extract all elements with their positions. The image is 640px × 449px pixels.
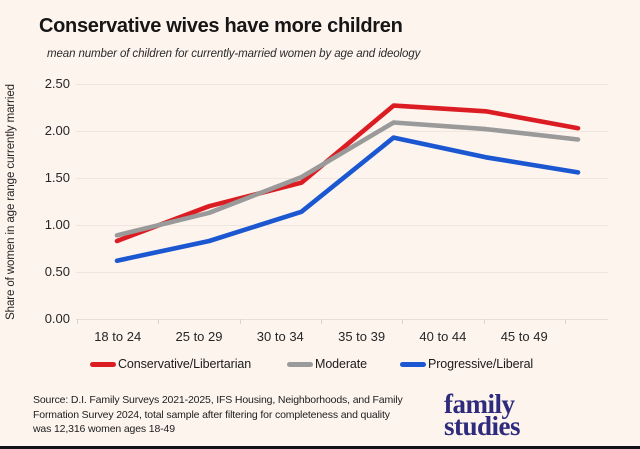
- legend-label: Conservative/Libertarian: [118, 357, 252, 371]
- x-tick-mark: [77, 319, 78, 324]
- x-tick-mark: [158, 319, 160, 324]
- x-tick-mark: [564, 319, 566, 324]
- logo-line-family: family: [444, 389, 515, 419]
- y-tick-label: 2.00: [44, 123, 70, 138]
- family-studies-logo: family studies: [444, 389, 521, 441]
- gridline: [76, 178, 608, 179]
- x-tick-label: 45 to 49: [500, 329, 548, 344]
- y-axis-label: Share of women in age range currently ma…: [5, 84, 17, 320]
- chart-title: Conservative wives have more children: [39, 15, 403, 37]
- source-note: Source: D.I. Family Surveys 2021-2025, I…: [33, 393, 403, 437]
- x-tick-label: 18 to 24: [94, 329, 142, 344]
- legend-item-conservative-libertarian: Conservative/Libertarian: [90, 356, 251, 372]
- source-line: was 12,316 women ages 18-49: [33, 423, 175, 435]
- y-tick-label: 0.00: [44, 311, 70, 326]
- gridline: [76, 319, 608, 320]
- line-progressive-liberal: [114, 135, 581, 264]
- x-tick-mark: [239, 319, 241, 324]
- gridline: [76, 225, 608, 226]
- line-conservative-libertarian: [114, 103, 581, 244]
- legend-swatch: [287, 361, 313, 367]
- gridline: [76, 272, 608, 273]
- legend-swatch: [90, 361, 116, 367]
- gridline: [76, 131, 608, 132]
- x-tick-mark: [483, 319, 485, 324]
- bottom-border: [0, 446, 640, 449]
- y-tick-label: 1.50: [44, 170, 70, 185]
- x-tick-label: 35 to 39: [338, 329, 386, 344]
- source-line: Source: D.I. Family Surveys 2021-2025, I…: [33, 394, 403, 406]
- source-line: Formation Survey 2024, total sample afte…: [33, 408, 390, 421]
- legend-swatch: [400, 361, 426, 367]
- y-tick-label: 0.50: [44, 264, 70, 279]
- y-tick-label: 2.50: [44, 76, 70, 91]
- x-tick-label: 30 to 34: [256, 329, 304, 344]
- x-tick-label: 25 to 29: [175, 329, 223, 344]
- legend-item-progressive-liberal: Progressive/Liberal: [400, 356, 533, 372]
- x-tick-mark: [402, 319, 404, 324]
- legend-label: Moderate: [315, 357, 368, 371]
- y-tick-label: 1.00: [44, 217, 70, 232]
- legend-item-moderate: Moderate: [287, 356, 367, 372]
- chart-subtitle: mean number of children for currently-ma…: [47, 48, 421, 60]
- logo-line-studies: studies: [444, 411, 521, 441]
- x-tick-label: 40 to 44: [419, 329, 467, 344]
- x-tick-mark: [320, 319, 322, 324]
- gridline: [76, 84, 608, 85]
- legend-label: Progressive/Liberal: [428, 357, 534, 371]
